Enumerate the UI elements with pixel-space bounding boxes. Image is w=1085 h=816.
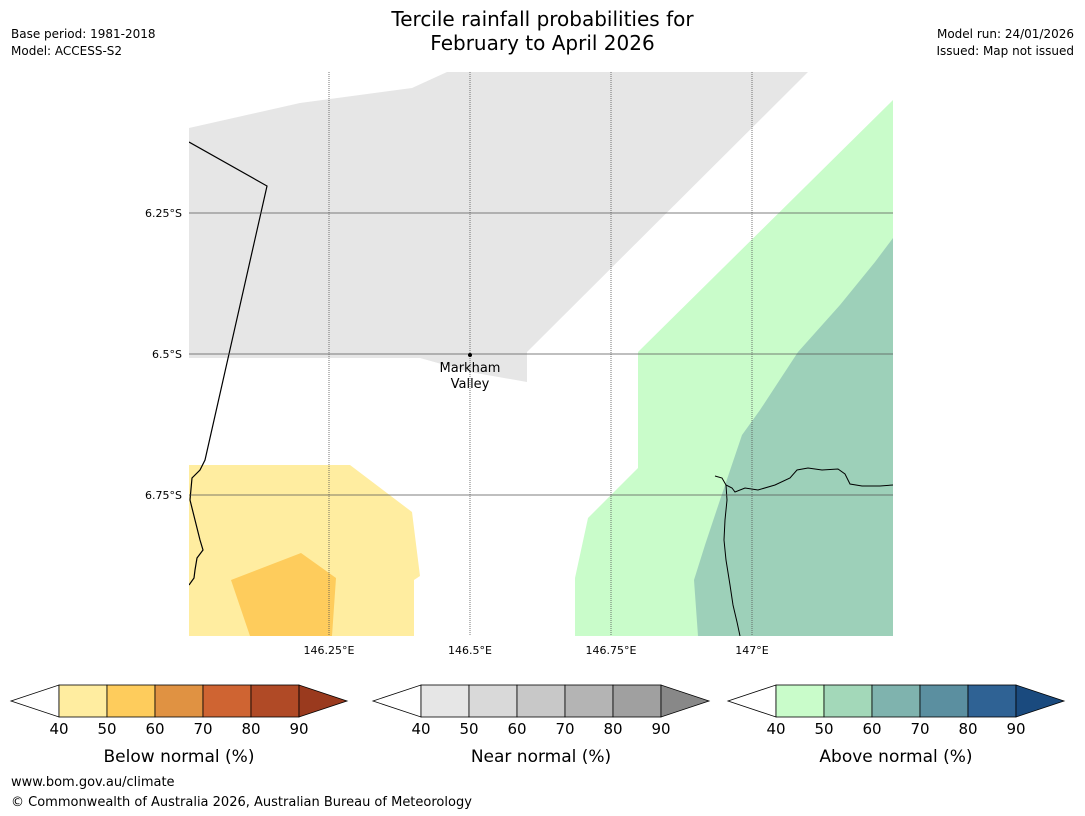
near-normal-region xyxy=(189,72,808,382)
legend-extension-min xyxy=(371,684,422,718)
legend-swatch xyxy=(106,684,156,718)
legend-extension-max xyxy=(298,684,349,718)
legend-swatch xyxy=(823,684,873,718)
legend-swatch xyxy=(250,684,300,718)
legend-tick-label: 90 xyxy=(651,720,670,738)
legend-tick-label: 80 xyxy=(603,720,622,738)
lat-label: 6.25°S xyxy=(145,207,182,220)
issued-status: Issued: Map not issued xyxy=(936,44,1074,58)
lon-labels: 146.25°E 146.5°E 146.75°E 147°E xyxy=(304,644,769,657)
lat-labels: 6.25°S 6.5°S 6.75°S xyxy=(145,207,182,502)
legend-tick-label: 70 xyxy=(910,720,929,738)
legend-tick-label: 50 xyxy=(459,720,478,738)
legend-near-normal: 40 50 60 70 80 90 Near normal (%) xyxy=(371,684,711,767)
legend-tick-label: 40 xyxy=(766,720,785,738)
legend-tick-label: 60 xyxy=(507,720,526,738)
legend-swatch xyxy=(202,684,252,718)
legend-below-normal: 40 50 60 70 80 90 Below normal (%) xyxy=(9,684,349,767)
model-run: Model run: 24/01/2026 xyxy=(936,27,1074,41)
legend-tick-label: 80 xyxy=(241,720,260,738)
border-line xyxy=(189,141,268,586)
lon-label: 146.25°E xyxy=(304,644,355,657)
coastline-south xyxy=(723,484,741,636)
legend-tick-label: 50 xyxy=(97,720,116,738)
legend-tick-label: 60 xyxy=(862,720,881,738)
legend-tick-label: 90 xyxy=(289,720,308,738)
legend-tick-label: 70 xyxy=(555,720,574,738)
lat-label: 6.75°S xyxy=(145,489,182,502)
legend-swatch xyxy=(564,684,614,718)
legend-tick-label: 70 xyxy=(193,720,212,738)
lon-label: 146.75°E xyxy=(586,644,637,657)
below-normal-50-region xyxy=(231,553,336,636)
title-line-2: February to April 2026 xyxy=(430,31,655,55)
footer-copyright: © Commonwealth of Australia 2026, Austra… xyxy=(11,795,472,810)
legend-tick-label: 60 xyxy=(145,720,164,738)
coastline xyxy=(714,467,893,493)
legend-swatch xyxy=(468,684,518,718)
legend-extension-max xyxy=(660,684,711,718)
lat-label: 6.5°S xyxy=(152,348,182,361)
place-label-line-2: Valley xyxy=(451,377,490,392)
legend-swatch xyxy=(516,684,566,718)
legend-title: Above normal (%) xyxy=(819,747,972,767)
legend-swatch xyxy=(612,684,662,718)
lon-label: 146.5°E xyxy=(448,644,492,657)
meta-left: Base period: 1981-2018 Model: ACCESS-S2 xyxy=(11,26,156,60)
legend-above-normal: 40 50 60 70 80 90 Above normal (%) xyxy=(726,684,1066,767)
legend-swatch xyxy=(967,684,1017,718)
legend-title: Near normal (%) xyxy=(471,747,611,767)
legend-tick-label: 80 xyxy=(958,720,977,738)
legend-swatch xyxy=(871,684,921,718)
legend-swatch xyxy=(154,684,204,718)
footer-url[interactable]: www.bom.gov.au/climate xyxy=(11,775,175,790)
legend-swatch xyxy=(919,684,969,718)
legend-extension-max xyxy=(1015,684,1066,718)
title-line-1: Tercile rainfall probabilities for xyxy=(391,7,694,31)
above-normal-50-region xyxy=(694,238,893,636)
place-marker xyxy=(468,353,472,357)
legend-tick-label: 40 xyxy=(49,720,68,738)
map-title: Tercile rainfall probabilities for Febru… xyxy=(0,7,1085,55)
map-area: Markham Valley xyxy=(189,72,893,636)
legend-swatch xyxy=(420,684,470,718)
legend-title: Below normal (%) xyxy=(104,747,255,767)
lon-label: 147°E xyxy=(735,644,768,657)
legend-extension-min xyxy=(726,684,777,718)
legend-tick-label: 50 xyxy=(814,720,833,738)
legend-swatch xyxy=(58,684,108,718)
meta-right: Model run: 24/01/2026 Issued: Map not is… xyxy=(936,26,1074,60)
legend-tick-label: 90 xyxy=(1006,720,1025,738)
legend-extension-min xyxy=(9,684,60,718)
model-name: Model: ACCESS-S2 xyxy=(11,44,123,58)
legend-tick-label: 40 xyxy=(411,720,430,738)
base-period: Base period: 1981-2018 xyxy=(11,27,156,41)
place-label-line-1: Markham xyxy=(440,361,501,376)
legend-swatch xyxy=(775,684,825,718)
